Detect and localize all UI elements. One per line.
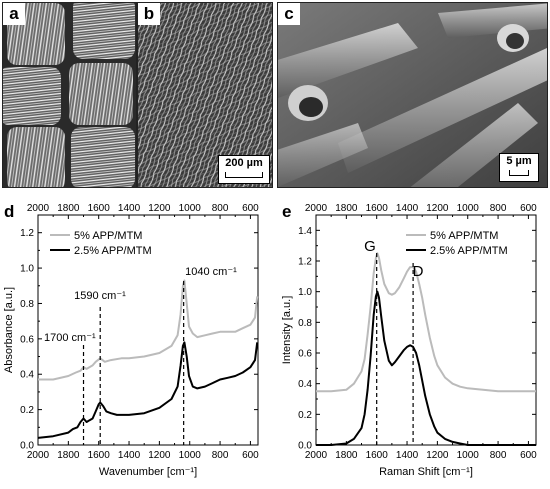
x-tick-label: 1400 [118,450,141,461]
x-tick-label-top: 1000 [457,203,480,214]
scale-bar-b: 200 µm [218,155,270,184]
annotation-label: G [364,238,376,255]
scale-bar-label: 5 µm [506,155,532,167]
legend-label: 2.5% APP/MTM [430,245,508,257]
legend-label: 2.5% APP/MTM [74,245,152,257]
series-line-five-percent [316,252,536,393]
x-tick-label-top: 1200 [426,203,449,214]
scale-bar-line [225,172,263,178]
x-tick-label-top: 1200 [148,203,171,214]
sem-panel-c: c 5 µm [277,2,548,188]
x-tick-label: 2000 [27,450,50,461]
scale-bar-c: 5 µm [499,153,539,182]
panel-label-b: b [138,3,160,25]
x-tick-label: 1400 [396,450,419,461]
y-axis-label: Absorbance [a.u.] [3,287,15,373]
y-tick-label: 1.0 [20,264,34,275]
y-tick-label: 0.6 [298,349,312,360]
panel-label-a: a [3,3,25,25]
y-tick-label: 1.2 [298,257,312,268]
y-tick-label: 0.8 [20,299,34,310]
x-tick-label: 600 [242,450,259,461]
series-line-two-point-five-percent [316,290,536,446]
series-line-two-point-five-percent [37,341,259,439]
x-axis-label: Wavenumber [cm⁻¹] [99,466,197,478]
y-tick-label: 0.0 [20,441,34,452]
annotation-label: 1590 cm⁻¹ [74,290,126,302]
sem-panel-b: b 200 µm [137,2,273,188]
x-tick-label: 1000 [457,450,480,461]
annotation-label: 1700 cm⁻¹ [44,332,96,344]
x-tick-label: 800 [490,450,507,461]
y-tick-label: 0.4 [20,370,34,381]
x-tick-label-top: 2000 [27,203,50,214]
y-tick-label: 0.0 [298,441,312,452]
x-tick-label: 1000 [179,450,202,461]
y-axis-label: Intensity [a.u.] [281,296,293,364]
x-tick-label: 1800 [57,450,80,461]
y-tick-label: 1.2 [20,228,34,239]
x-tick-label-top: 1600 [366,203,389,214]
legend-label: 5% APP/MTM [430,230,498,242]
x-tick-label: 1800 [335,450,358,461]
x-tick-label-top: 1600 [88,203,111,214]
y-tick-label: 0.6 [20,334,34,345]
x-tick-label-top: 2000 [305,203,328,214]
x-tick-label-top: 600 [242,203,259,214]
y-tick-label: 0.2 [298,410,312,421]
series-line-five-percent [38,279,259,381]
x-tick-label: 2000 [305,450,328,461]
plot-frame [37,214,259,446]
panel-label-e: e [282,202,291,221]
scale-bar-line [509,170,529,176]
x-tick-label-top: 1400 [118,203,141,214]
x-tick-label-top: 800 [490,203,507,214]
x-tick-label: 1200 [426,450,449,461]
y-tick-label: 0.2 [20,405,34,416]
x-tick-label-top: 800 [212,203,229,214]
x-tick-label: 1600 [88,450,111,461]
y-tick-label: 1.0 [298,287,312,298]
sem-panel-a: a [2,2,137,188]
x-tick-label: 1200 [148,450,171,461]
x-tick-label-top: 1800 [57,203,80,214]
x-tick-label-top: 1400 [396,203,419,214]
panel-label-c: c [278,3,300,25]
ftir-chart: d 2000 2000 1800 1800 1600 1600 1400 1400 1200 120… [3,202,259,478]
x-tick-label-top: 1800 [335,203,358,214]
annotation-label: D [413,263,424,280]
x-tick-label-top: 1000 [179,203,202,214]
fabric-weave-texture [3,3,136,187]
y-tick-label: 1.4 [298,226,312,237]
plot-frame [315,214,537,446]
x-tick-label: 600 [520,450,537,461]
annotation-label: 1040 cm⁻¹ [185,266,237,278]
raman-chart: e 2000 2000 1800 1800 1600 1600 1400 1400 1200 120… [281,202,537,478]
scale-bar-label: 200 µm [225,157,263,169]
y-tick-label: 0.4 [298,379,312,390]
panel-label-d: d [4,202,14,221]
x-axis-label: Raman Shift [cm⁻¹] [379,466,473,478]
legend-label: 5% APP/MTM [74,230,142,242]
y-tick-label: 0.8 [298,318,312,329]
x-tick-label-top: 600 [520,203,537,214]
x-tick-label: 1600 [366,450,389,461]
fiber-mat-texture [138,3,272,187]
x-tick-label: 800 [212,450,229,461]
